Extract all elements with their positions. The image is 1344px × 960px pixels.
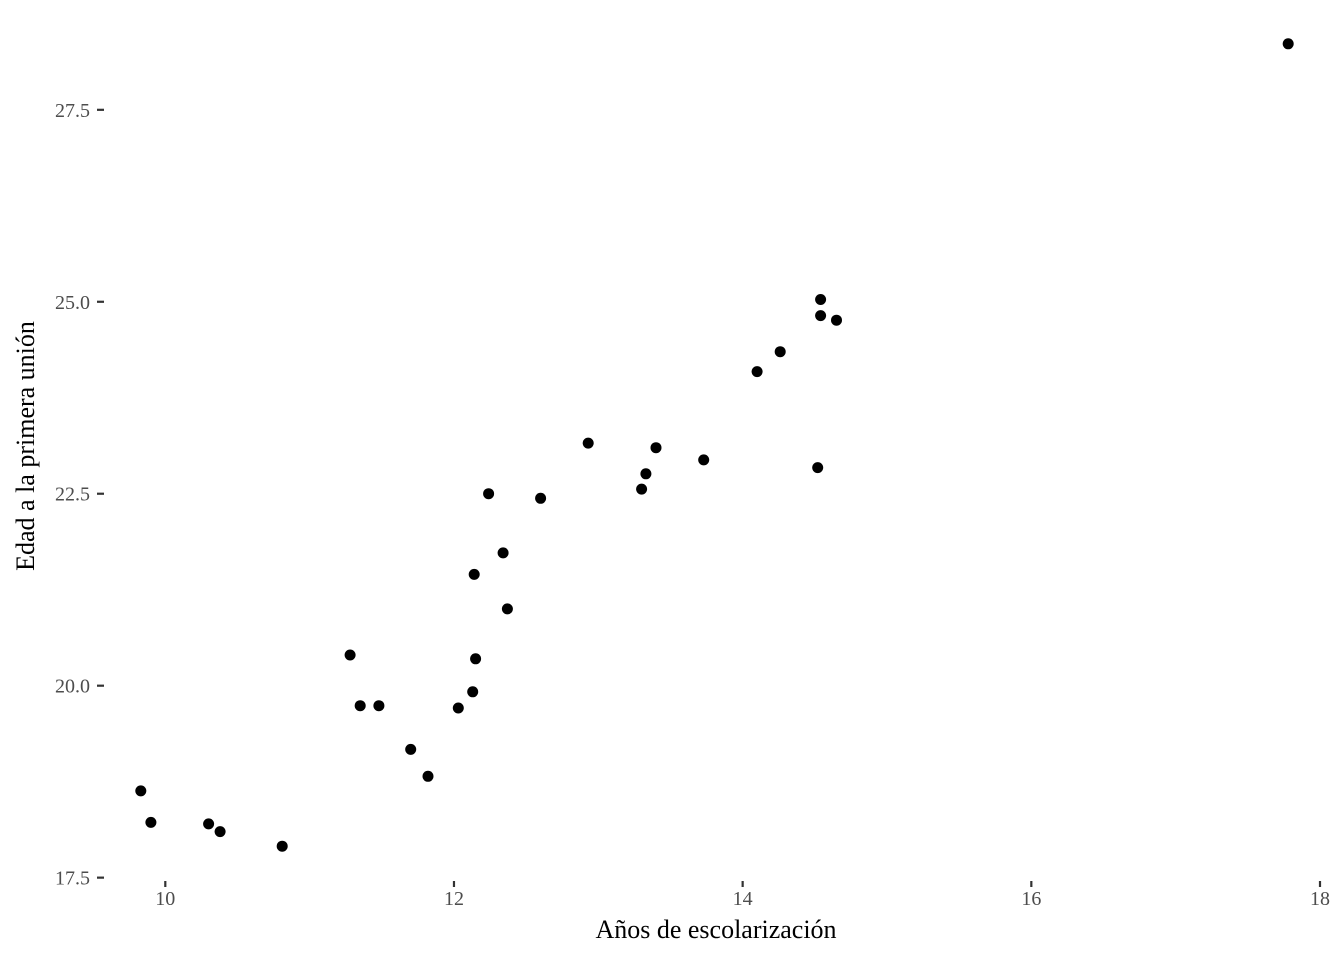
data-point bbox=[650, 442, 662, 454]
data-point bbox=[831, 314, 842, 326]
data-point bbox=[751, 366, 763, 378]
y-tick-label: 17.5 bbox=[55, 868, 90, 890]
data-point bbox=[422, 770, 434, 782]
x-axis-title: Años de escolarización bbox=[595, 915, 836, 944]
y-tick-label: 22.5 bbox=[55, 484, 90, 506]
data-point bbox=[354, 700, 366, 712]
data-point bbox=[774, 346, 786, 358]
data-point bbox=[276, 840, 288, 852]
data-point bbox=[467, 686, 479, 698]
x-tick-label: 18 bbox=[1310, 888, 1330, 910]
data-point bbox=[373, 700, 385, 712]
data-point bbox=[815, 310, 827, 322]
data-points bbox=[135, 38, 1294, 852]
y-tick-label: 20.0 bbox=[55, 676, 90, 698]
data-point bbox=[203, 818, 215, 830]
y-axis-title: Edad a la primera unión bbox=[11, 321, 40, 571]
data-point bbox=[698, 454, 710, 466]
data-point bbox=[640, 468, 652, 480]
data-point bbox=[468, 568, 480, 580]
data-point bbox=[214, 826, 226, 838]
y-axis: 17.5 20.0 22.5 25.0 27.5 bbox=[55, 100, 104, 890]
data-point bbox=[452, 702, 464, 714]
data-point bbox=[497, 547, 509, 559]
x-axis: 10 12 14 16 18 bbox=[155, 881, 1330, 910]
data-point bbox=[815, 294, 827, 305]
data-point bbox=[636, 483, 648, 495]
data-point bbox=[535, 492, 547, 504]
y-tick-label: 25.0 bbox=[55, 292, 90, 314]
data-point bbox=[582, 437, 594, 449]
data-point bbox=[812, 462, 824, 474]
data-point bbox=[344, 649, 356, 661]
y-tick-label: 27.5 bbox=[55, 100, 90, 122]
data-point bbox=[135, 785, 147, 797]
x-tick-label: 14 bbox=[733, 888, 753, 910]
data-point bbox=[1282, 38, 1294, 50]
data-point bbox=[483, 488, 495, 500]
data-point bbox=[145, 816, 157, 828]
x-tick-label: 16 bbox=[1021, 888, 1041, 910]
data-point bbox=[470, 653, 482, 665]
x-tick-label: 10 bbox=[155, 888, 175, 910]
data-point bbox=[501, 603, 513, 615]
data-point bbox=[405, 743, 417, 755]
x-tick-label: 12 bbox=[444, 888, 464, 910]
